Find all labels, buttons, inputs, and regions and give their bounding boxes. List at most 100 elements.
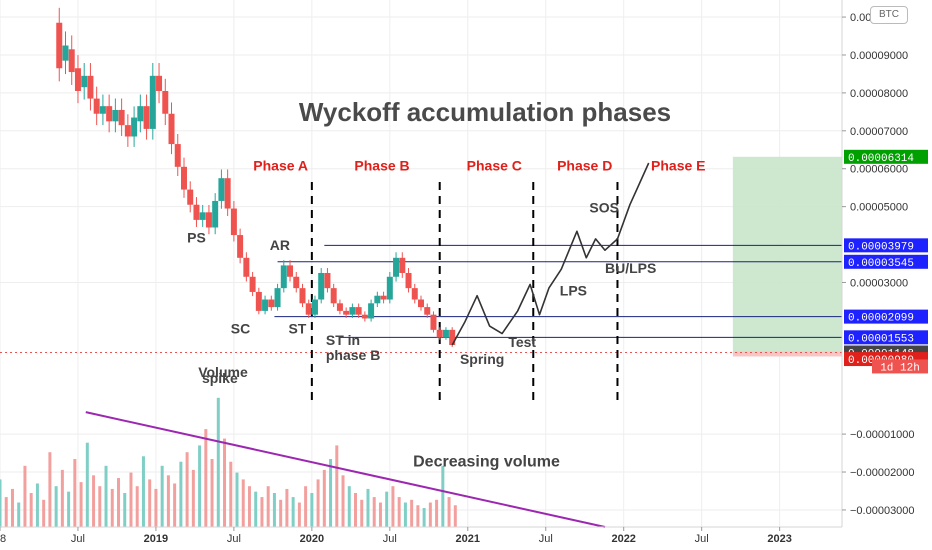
candle-15 [149, 75, 156, 129]
candle-43 [324, 272, 331, 289]
price-tag-3: 0.00002099 [848, 313, 914, 325]
volume-bar-47 [291, 497, 295, 527]
volume-bar-1 [4, 497, 8, 527]
x-tick-label-5: Jul [383, 533, 397, 545]
volume-bar-62 [385, 491, 389, 527]
price-axis[interactable]: 0.000100000.000090000.000080000.00007000… [842, 12, 915, 517]
candle-30 [243, 257, 250, 277]
candle-16 [156, 75, 163, 91]
volume-bar-33 [204, 429, 208, 527]
volume-bar-2 [10, 488, 14, 527]
volume-bar-11 [67, 491, 71, 527]
candle-49 [361, 314, 368, 319]
volume-bar-20 [123, 493, 127, 527]
volume-bar-10 [60, 469, 64, 527]
volume-bar-69 [428, 502, 432, 527]
volume-bar-71 [441, 465, 445, 527]
candle-6 [93, 98, 100, 114]
candle-55 [399, 257, 406, 273]
volume-trend-line [85, 411, 606, 528]
grid-lines [0, 0, 842, 527]
y-tick-label-6: 0.00003000 [850, 277, 908, 289]
y-tick-label-2: 0.00008000 [850, 88, 908, 100]
y-tick-label-9: −0.00003000 [850, 505, 915, 517]
price-tag-bg-3 [844, 309, 928, 324]
candle-22 [193, 204, 200, 220]
candle-40 [305, 303, 312, 315]
event-label-1: AR [270, 237, 290, 253]
candle-39 [299, 288, 306, 304]
candle-23 [199, 212, 206, 220]
candle-20 [180, 166, 187, 190]
x-tick-label-8: 2022 [611, 533, 635, 545]
horizontal-levels [0, 244, 842, 353]
volume-trend-label: Decreasing volume [413, 453, 560, 470]
volume-bar-66 [410, 499, 414, 527]
price-tag-bg-2 [844, 254, 928, 269]
volume-bar-73 [453, 505, 457, 527]
volume-spike-label-1: Volume [198, 364, 248, 380]
volume-bar-31 [191, 469, 195, 527]
time-axis[interactable]: 18 Jul 2019 Jul 2020 Jul 2021 Jul 2022 Jul 2023 [0, 527, 792, 545]
candle-24 [205, 212, 212, 228]
volume-bar-56 [347, 486, 351, 527]
volume-bar-58 [360, 499, 364, 527]
volume-bar-36 [223, 438, 227, 527]
volume-bar-63 [391, 486, 395, 527]
price-tag-1: 0.00003979 [848, 241, 914, 253]
volume-trend-line [85, 411, 606, 528]
price-tag-bg-0 [844, 149, 928, 164]
volume-bar-64 [397, 497, 401, 527]
candle-32 [255, 291, 262, 311]
candle-36 [280, 265, 287, 289]
phase-label-4: Phase E [651, 158, 705, 174]
candle-17 [162, 90, 169, 114]
candle-37 [287, 265, 294, 277]
candle-53 [386, 276, 393, 300]
volume-bar-8 [48, 452, 52, 527]
volume-bar-50 [310, 493, 314, 527]
volume-bar-6 [35, 483, 39, 527]
candle-57 [411, 288, 418, 300]
candle-1 [62, 45, 69, 61]
price-tag-0: 0.00006314 [848, 153, 914, 165]
volume-bar-55 [341, 475, 345, 527]
candle-29 [237, 235, 244, 258]
volume-bar-30 [185, 452, 189, 527]
event-label-3: ST [288, 321, 306, 337]
candle-10 [118, 109, 125, 126]
volume-bar-21 [129, 472, 133, 527]
candle-58 [418, 299, 424, 308]
target-zone [732, 156, 842, 357]
x-tick-label-9: Jul [695, 533, 709, 545]
x-tick-label-1: Jul [71, 533, 85, 545]
candle-62 [442, 329, 449, 338]
volume-bar-54 [335, 445, 339, 527]
candle-25 [212, 200, 219, 228]
volume-bar-49 [304, 486, 308, 527]
volume-bar-27 [166, 475, 170, 527]
candle-19 [174, 144, 181, 167]
x-tick-label-2: 2019 [144, 533, 168, 545]
x-tick-label-6: 2021 [456, 533, 480, 545]
volume-bar-57 [354, 493, 358, 527]
volume-bar-38 [235, 472, 239, 527]
candle-50 [368, 303, 375, 319]
volume-bar-13 [79, 482, 83, 527]
volume-bar-15 [92, 475, 96, 527]
candle-0 [56, 22, 63, 69]
volume-bar-29 [179, 461, 183, 527]
volume-bar-4 [23, 465, 27, 527]
candle-34 [268, 299, 275, 308]
candle-11 [124, 125, 131, 137]
candle-7 [99, 106, 106, 114]
symbol-badge[interactable]: BTC [870, 6, 908, 24]
volume-bar-46 [285, 488, 289, 527]
candle-63 [449, 329, 456, 346]
x-tick-label-3: Jul [227, 533, 241, 545]
candle-4 [81, 75, 88, 88]
candle-52 [380, 295, 387, 300]
volume-bar-41 [254, 491, 258, 527]
event-label-6: Spring [460, 351, 504, 367]
